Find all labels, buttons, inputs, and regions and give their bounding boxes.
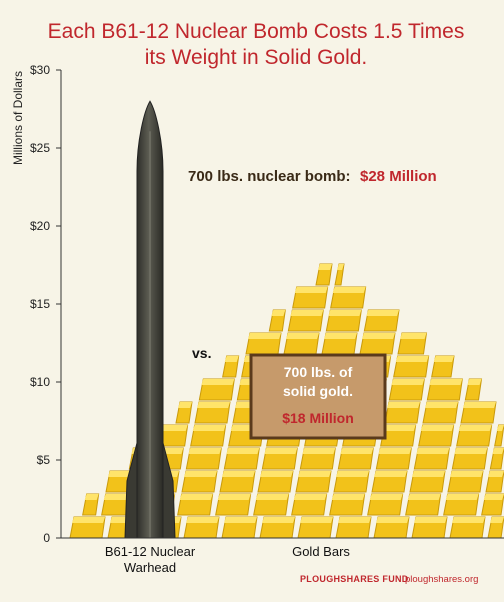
- gold-label-value: $18 Million: [282, 410, 354, 426]
- gold-bar-highlight: [467, 379, 482, 385]
- gold-bar-highlight: [186, 517, 219, 523]
- gold-bar-highlight: [271, 310, 286, 316]
- gold-bar-highlight: [412, 471, 445, 477]
- y-tick-label: $20: [30, 219, 50, 233]
- gold-bar-highlight: [458, 425, 492, 431]
- y-tick-label: $30: [30, 63, 50, 77]
- gold-bar-highlight: [463, 402, 496, 408]
- gold-bar-highlight: [416, 448, 450, 454]
- gold-bar-highlight: [255, 494, 289, 500]
- gold-bar-highlight: [429, 379, 463, 385]
- gold-bar-highlight: [302, 448, 336, 454]
- gold-bar-highlight: [378, 448, 412, 454]
- bomb-annotation-value: $28 Million: [360, 168, 437, 185]
- gold-bar-highlight: [492, 448, 504, 454]
- gold-bar-highlight: [387, 402, 420, 408]
- gold-bar-highlight: [331, 494, 365, 500]
- bomb-annotation: 700 lbs. nuclear bomb: $28 Million: [188, 168, 437, 185]
- y-tick-label: $10: [30, 375, 50, 389]
- gold-bar-highlight: [490, 517, 504, 523]
- category-label-warhead-line-1: B61-12 Nuclear: [105, 544, 196, 559]
- gold-bar-highlight: [374, 471, 407, 477]
- gold-bar-highlight: [332, 287, 366, 293]
- gold-bar-highlight: [488, 471, 504, 477]
- gold-bar-highlight: [433, 356, 454, 362]
- gold-bar-highlight: [318, 264, 332, 270]
- gold-bar-highlight: [336, 471, 369, 477]
- gold-bar-highlight: [217, 494, 251, 500]
- gold-bar-highlight: [496, 425, 504, 431]
- chart-title-line-1: Each B61-12 Nuclear Bomb Costs 1.5 Times: [48, 20, 465, 43]
- gold-bar-highlight: [290, 310, 324, 316]
- gold-bar-highlight: [391, 379, 425, 385]
- gold-bar-highlight: [362, 333, 395, 339]
- chart-title-line-2: its Weight in Solid Gold.: [145, 46, 368, 69]
- gold-bar-highlight: [248, 333, 281, 339]
- gold-bar-highlight: [395, 356, 429, 362]
- gold-bar-highlight: [260, 471, 293, 477]
- gold-bar-highlight: [340, 448, 374, 454]
- gold-bar-highlight: [188, 448, 222, 454]
- category-label-warhead-line-2: Warhead: [124, 560, 176, 575]
- gold-bar-highlight: [222, 471, 255, 477]
- y-tick-label: $5: [37, 453, 51, 467]
- gold-bar-highlight: [445, 494, 479, 500]
- gold-bar-highlight: [338, 517, 371, 523]
- y-axis-label: Millions of Dollars: [11, 71, 25, 165]
- gold-bar-highlight: [452, 517, 485, 523]
- footer-url: ploughshares.org: [405, 574, 478, 585]
- gold-bar-highlight: [407, 494, 441, 500]
- gold-bar-highlight: [454, 448, 488, 454]
- gold-bar-highlight: [382, 425, 416, 431]
- gold-bar-highlight: [84, 494, 99, 500]
- gold-label-line-2: solid gold.: [283, 383, 353, 399]
- gold-bar-highlight: [264, 448, 298, 454]
- gold-bar-highlight: [197, 402, 230, 408]
- gold-bar-highlight: [324, 333, 357, 339]
- gold-bar-highlight: [400, 333, 427, 339]
- gold-bar-highlight: [366, 310, 399, 316]
- gold-bar-highlight: [184, 471, 217, 477]
- gold-bar-highlight: [376, 517, 409, 523]
- gold-bar-highlight: [298, 471, 331, 477]
- gold-bar-highlight: [337, 264, 344, 270]
- gold-bar-highlight: [224, 517, 257, 523]
- bomb-fin-left: [124, 442, 138, 539]
- gold-bar-highlight: [420, 425, 454, 431]
- gold-label-box: [249, 353, 387, 440]
- gold-bar-highlight: [179, 494, 213, 500]
- gold-bar-highlight: [414, 517, 447, 523]
- gold-bar-highlight: [72, 517, 105, 523]
- gold-bar-highlight: [300, 517, 333, 523]
- gold-bar-highlight: [293, 494, 327, 500]
- category-label-gold-bars: Gold Bars: [292, 544, 350, 559]
- vs-label: vs.: [192, 345, 211, 361]
- gold-bar-highlight: [450, 471, 483, 477]
- y-axis-ticks: 0 $5 $10 $15 $20 $25 $30: [30, 63, 61, 545]
- gold-bar-highlight: [286, 333, 319, 339]
- gold-bar-highlight: [178, 402, 192, 408]
- gold-bar-highlight: [192, 425, 226, 431]
- gold-bar-highlight: [262, 517, 295, 523]
- gold-bar-highlight: [226, 448, 260, 454]
- y-tick-label: $25: [30, 141, 50, 155]
- bomb-annotation-label: 700 lbs. nuclear bomb:: [188, 168, 351, 185]
- gold-bar-highlight: [369, 494, 403, 500]
- y-tick-label: 0: [43, 531, 50, 545]
- gold-bar-highlight: [294, 287, 328, 293]
- footer-brand: PLOUGHSHARES FUND: [300, 574, 409, 584]
- gold-bar-highlight: [328, 310, 362, 316]
- gold-label-line-1: 700 lbs. of: [284, 364, 353, 380]
- gold-bar-highlight: [201, 379, 235, 385]
- nuclear-bomb-bar: [124, 100, 176, 539]
- gold-bar-highlight: [483, 494, 504, 500]
- gold-bar-highlight: [425, 402, 458, 408]
- y-tick-label: $15: [30, 297, 50, 311]
- gold-bar-highlight: [224, 356, 239, 362]
